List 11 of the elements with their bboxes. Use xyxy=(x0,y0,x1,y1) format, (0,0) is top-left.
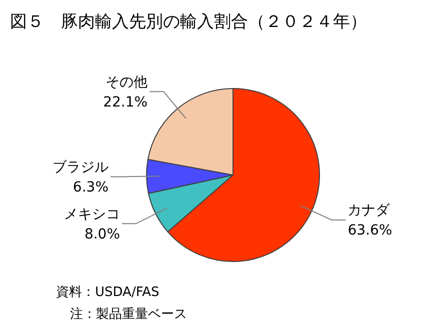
slice-label: メキシコ xyxy=(64,206,120,222)
data-label: 6.3% xyxy=(72,179,109,196)
slice-label: その他 xyxy=(106,74,148,90)
slice-label: ブラジル xyxy=(52,159,109,176)
slice-label: カナダ xyxy=(348,202,391,219)
text: 資料：USDA/FAS xyxy=(56,284,160,302)
text: 注：製品重量ベース xyxy=(69,306,188,324)
data-label: 8.0% xyxy=(84,226,120,242)
data-label: 63.6% xyxy=(348,222,392,239)
data-label: 22.1% xyxy=(103,94,148,110)
chart-title: 図５ 豚肉輸入先別の輸入割合（２０２４年） xyxy=(9,11,368,34)
